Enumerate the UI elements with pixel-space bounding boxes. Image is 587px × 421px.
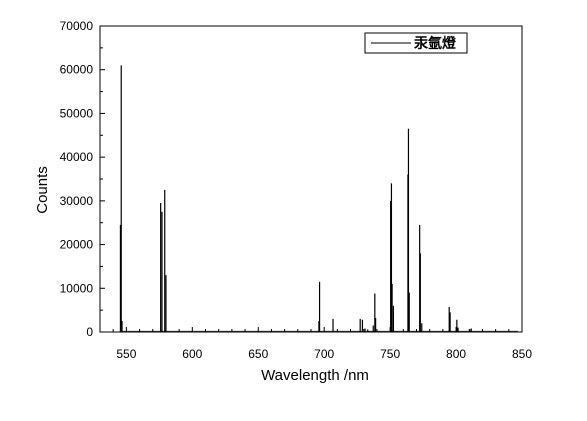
x-tick-label: 800 (446, 347, 466, 361)
x-tick-label: 850 (512, 347, 532, 361)
y-tick-label: 20000 (60, 238, 94, 252)
x-tick-label: 650 (248, 347, 268, 361)
x-tick-label: 700 (314, 347, 334, 361)
y-tick-label: 60000 (60, 63, 94, 77)
y-tick-label: 30000 (60, 194, 94, 208)
y-tick-label: 0 (86, 325, 93, 339)
x-axis-title: Wavelength /nm (261, 367, 369, 384)
y-tick-label: 50000 (60, 106, 94, 120)
y-tick-label: 70000 (60, 19, 94, 33)
legend-box (364, 32, 468, 54)
x-tick-label: 600 (182, 347, 202, 361)
y-axis-ticks: 0 10000 20000 30000 40000 50000 60000 70000 (60, 19, 105, 339)
plot-frame (99, 25, 523, 333)
legend-label: 汞氩燈 (413, 35, 457, 51)
y-tick-label: 40000 (60, 150, 94, 164)
x-tick-label: 550 (116, 347, 136, 361)
series-layer (119, 65, 519, 332)
y-tick-label: 10000 (60, 281, 94, 295)
x-tick-label: 750 (380, 347, 400, 361)
legend: 汞氩燈 (364, 32, 468, 54)
y-axis-title: Counts (34, 166, 51, 214)
